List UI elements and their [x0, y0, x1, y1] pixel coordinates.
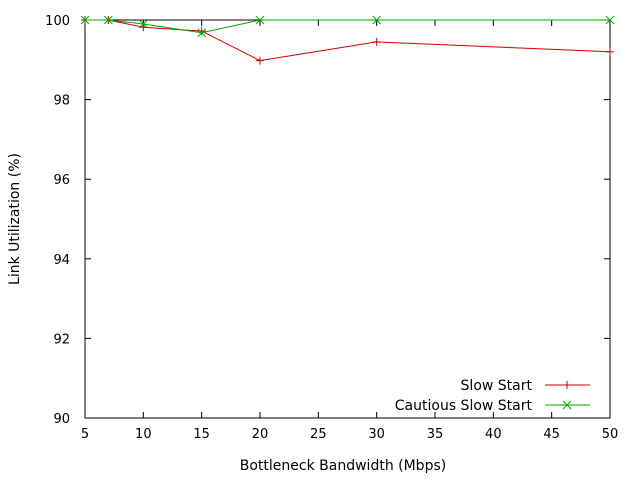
series-0-point-4 — [256, 56, 264, 65]
legend-label-0: Slow Start — [461, 378, 533, 394]
series-line-0 — [85, 19, 611, 62]
legend-marker-0 — [563, 381, 571, 389]
x-tick-label-35: 35 — [427, 427, 444, 442]
series-1-point-3 — [197, 28, 207, 38]
x-tick-label-40: 40 — [485, 427, 502, 442]
series-layer — [80, 15, 615, 65]
series-line-1 — [85, 19, 610, 34]
series-0-point-5 — [372, 37, 381, 46]
series-1-point-6 — [605, 15, 615, 25]
x-tick-label-20: 20 — [252, 427, 269, 442]
series-1-point-4 — [255, 15, 265, 25]
legend: Slow Start Cautious Slow Start — [395, 378, 590, 414]
y-tick-label-100: 100 — [45, 14, 70, 29]
x-tick-label-15: 15 — [193, 427, 210, 442]
legend-marker-1 — [562, 400, 572, 410]
y-tick-label-94: 94 — [53, 253, 70, 268]
x-axis-title: Bottleneck Bandwidth (Mbps) — [240, 458, 446, 474]
x-tick-label-5: 5 — [81, 427, 89, 442]
x-tick-label-25: 25 — [310, 427, 327, 442]
plot-frame — [84, 19, 611, 419]
series-1-point-5 — [372, 15, 382, 25]
x-tick-label-30: 30 — [368, 427, 385, 442]
series-1-point-2 — [138, 19, 148, 29]
axis-ticks — [84, 19, 611, 419]
y-axis-title: Link Utilization (%) — [7, 153, 23, 285]
series-0-point-3 — [197, 27, 206, 36]
y-tick-label-92: 92 — [53, 332, 70, 347]
x-tick-label-45: 45 — [543, 427, 560, 442]
y-tick-label-90: 90 — [53, 412, 70, 427]
axis-tick-labels: 5 10 15 20 25 30 35 40 45 50 90 92 94 96 98 100 — [45, 14, 618, 442]
series-1-point-0 — [80, 15, 90, 25]
x-tick-label-10: 10 — [135, 427, 152, 442]
x-tick-label-50: 50 — [602, 427, 619, 442]
y-tick-label-98: 98 — [53, 94, 70, 109]
series-1-point-1 — [103, 15, 113, 25]
legend-label-1: Cautious Slow Start — [395, 398, 533, 414]
series-0-point-6 — [606, 47, 614, 56]
y-tick-label-96: 96 — [53, 173, 70, 188]
